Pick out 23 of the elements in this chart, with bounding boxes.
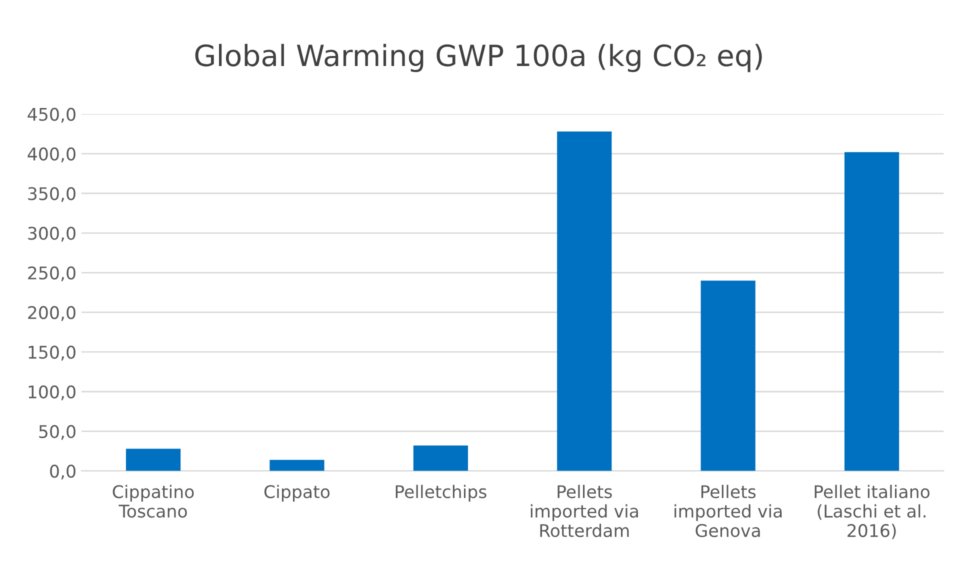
bar [700, 280, 756, 471]
bar [126, 448, 181, 471]
y-tick-label: 400,0 [28, 147, 76, 162]
x-tick-label: Cippatino Toscano [112, 484, 194, 518]
y-tick-label: 150,0 [28, 346, 76, 361]
bar [844, 152, 900, 471]
y-tick-label: 200,0 [28, 306, 76, 321]
x-tick-label: Pellet italiano (Laschi et al. 2016) [814, 484, 930, 540]
bar [413, 446, 468, 471]
y-tick-label: 300,0 [28, 226, 76, 242]
bar [270, 460, 324, 471]
x-tick-label: Pellets imported via Rotterdam [530, 484, 638, 538]
x-tick-label: Cippato [264, 484, 330, 502]
x-tick-label: Pellets imported via Genova [674, 484, 782, 538]
y-tick-label: 450,0 [28, 108, 76, 123]
y-tick-label: 50,0 [39, 424, 76, 440]
y-tick-label: 0,0 [50, 464, 76, 480]
y-tick-label: 250,0 [28, 266, 76, 282]
y-tick-label: 100,0 [28, 385, 76, 400]
y-tick-label: 350,0 [28, 187, 76, 202]
bar [557, 132, 612, 471]
x-tick-label: Pelletchips [396, 484, 486, 502]
chart-title: Global Warming GWP 100a (kg CO₂ eq) [195, 44, 762, 72]
